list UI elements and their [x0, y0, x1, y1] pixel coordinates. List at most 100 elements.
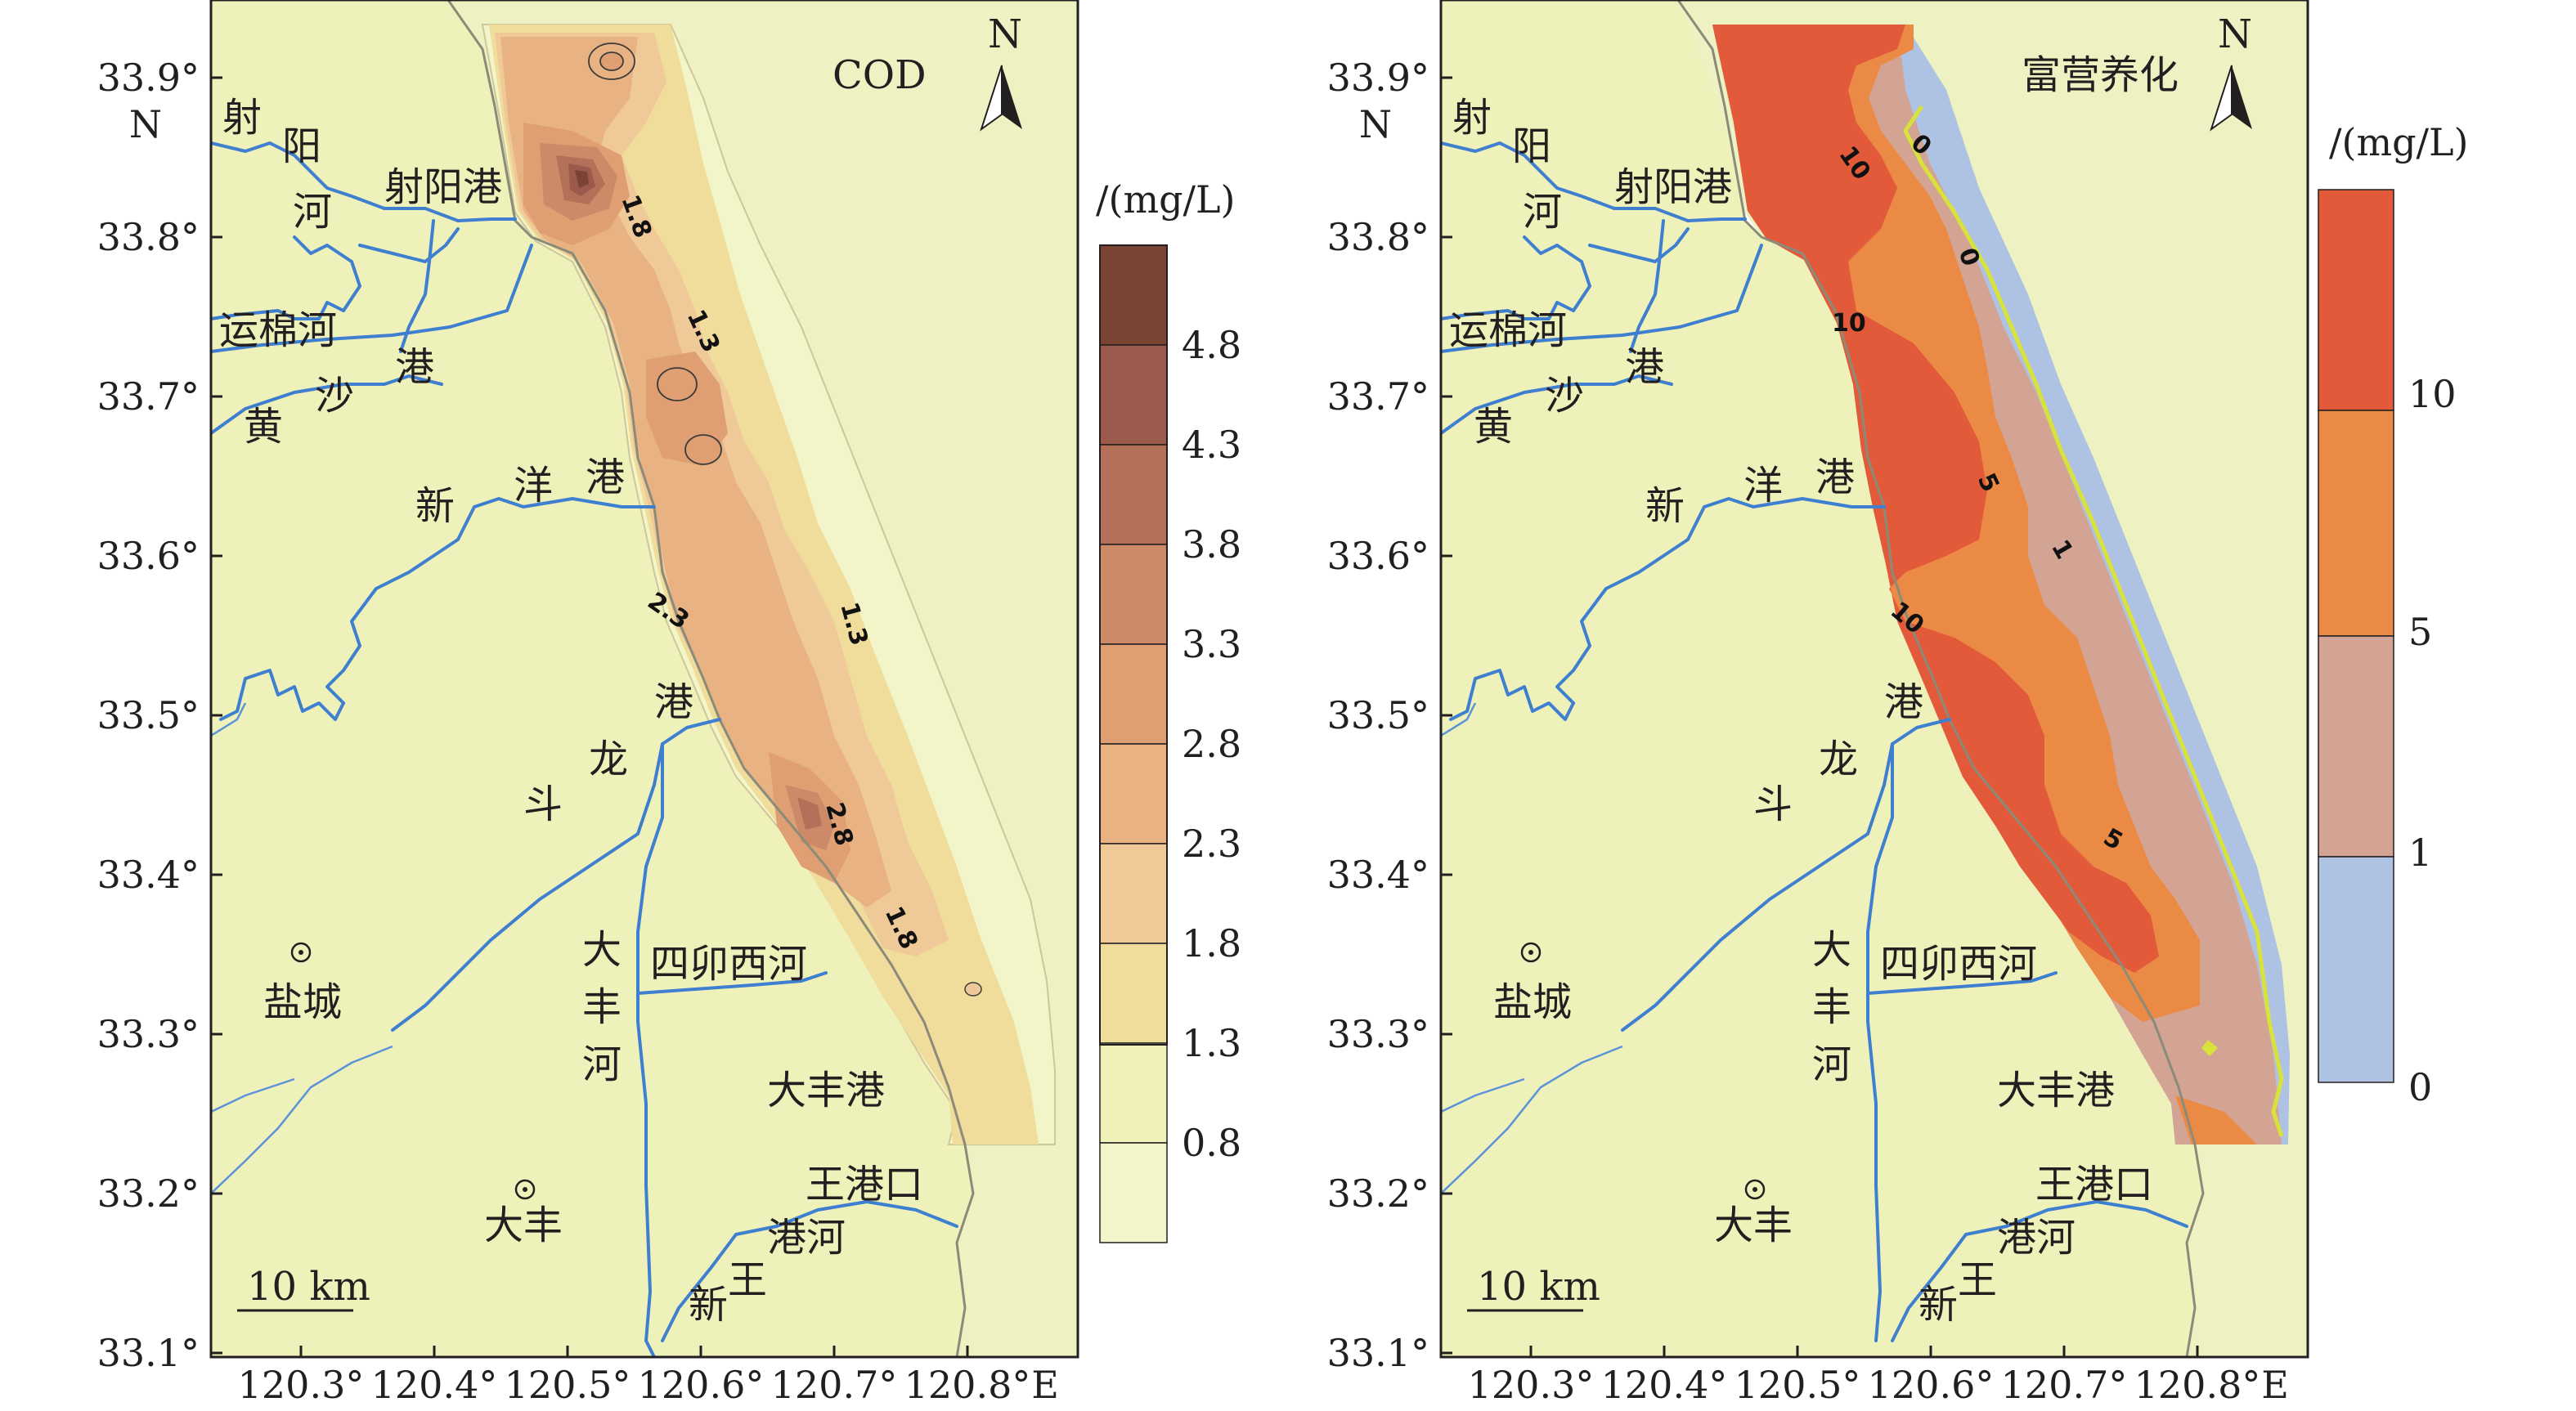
legend-label: 1.3	[1182, 1021, 1241, 1065]
cod-map-panel: 1.8 1.3 1.3 2.3 2.8 1.8 射 阳 河 射阳港 运棉河 黄 …	[209, 0, 1079, 1359]
city-symbol-dafeng	[1752, 1187, 1757, 1192]
legend-unit: /(mg/L)	[2329, 120, 2469, 164]
lat-label: 33.4°	[97, 853, 200, 897]
lon-hemisphere: E	[2261, 1363, 2289, 1407]
lat-label: 33.7°	[1327, 374, 1429, 419]
legend-label: 1.8	[1182, 921, 1241, 965]
place-huangshagang: 港	[395, 344, 434, 390]
place-dafeng-city: 大丰	[1714, 1203, 1793, 1248]
scale-bar-label: 10 km	[247, 1264, 370, 1310]
axes-left-panel: 33.9° 33.8° 33.7° 33.6° 33.5° 33.4° 33.3° 33.2°…	[97, 56, 1059, 1407]
lon-label: 120.5°	[505, 1363, 631, 1407]
legend-colorbar	[2318, 189, 2394, 1083]
legend-label: 0	[2408, 1065, 2432, 1109]
eutro-place-names: 射 阳 河 射阳港 运棉河 黄 沙 港 新 洋 港 港 龙 斗 盐城 大 丰 河…	[1449, 95, 2153, 1328]
legend-swatch	[2318, 189, 2394, 411]
lon-label: 120.5°	[1735, 1363, 1861, 1407]
place-xin: 新	[1919, 1282, 1958, 1328]
lat-label: 33.5°	[1327, 693, 1429, 737]
scale-bar: 10 km	[1467, 1264, 1600, 1312]
cod-zone-3.3	[540, 143, 834, 850]
river-network	[1441, 141, 2188, 1342]
legend-swatch	[1099, 743, 1168, 844]
place-simaoxi-he: 四卯西河	[1880, 941, 2037, 987]
lon-label: 120.3°	[238, 1363, 365, 1407]
place-doulonggang: 斗	[523, 782, 563, 827]
place-doulonggang: 港	[654, 679, 693, 725]
place-dafeng-city: 大丰	[484, 1203, 563, 1248]
city-symbol-dafeng	[1744, 1179, 1766, 1200]
scale-bar-label: 10 km	[1477, 1264, 1600, 1310]
place-xinyanggang: 新	[1645, 483, 1685, 529]
lat-label: 33.3°	[1327, 1012, 1429, 1056]
lat-label: 33.9°	[97, 56, 200, 100]
eutro-contour-labels: 0 0 10 10 5 1 10 5	[1832, 128, 2128, 856]
legend-label: 0.8	[1182, 1121, 1241, 1165]
legend-swatch	[1099, 1142, 1168, 1243]
place-dafeng-he: 丰	[1812, 984, 1851, 1030]
city-symbol-yancheng	[1520, 942, 1542, 963]
lat-label: 33.2°	[97, 1171, 200, 1216]
place-dafeng-he: 河	[582, 1041, 622, 1087]
legend-swatch	[1099, 643, 1168, 745]
lat-label: 33.4°	[1327, 853, 1429, 897]
place-dafeng-port: 大丰港	[767, 1068, 885, 1113]
place-wanggang-kou: 王港口	[806, 1162, 923, 1207]
place-sheyang-he: 射	[1452, 95, 1492, 141]
place-sheyang-he: 河	[1523, 189, 1562, 235]
place-huangshagang: 沙	[1545, 373, 1584, 419]
place-huangshagang: 港	[1625, 344, 1664, 390]
legend-swatch	[1099, 544, 1168, 645]
eutrophication-map-panel: 0 0 10 10 5 1 10 5 射 阳 河 射阳港 运棉河 黄 沙 港 新…	[1439, 0, 2309, 1359]
coastline	[447, 0, 975, 1357]
place-huangshagang: 沙	[315, 373, 354, 419]
land-area	[1441, 0, 2203, 1357]
place-xinyanggang: 港	[1815, 455, 1855, 500]
legend-swatch	[1099, 943, 1168, 1044]
place-sheyang-he: 阳	[1512, 123, 1551, 169]
lat-hemisphere: N	[129, 102, 162, 146]
lat-hemisphere: N	[1359, 102, 1392, 146]
cod-zone-4.8	[575, 170, 589, 188]
lon-label: 120.8°	[904, 1363, 1031, 1407]
legend-label: 2.8	[1182, 722, 1241, 766]
place-doulonggang: 港	[1884, 679, 1923, 725]
cod-zone-small	[657, 367, 698, 401]
place-huangshagang: 黄	[1474, 404, 1513, 450]
legend-swatch	[2318, 856, 2394, 1083]
place-yancheng: 盐城	[1493, 979, 1572, 1025]
legend-swatch	[2318, 410, 2394, 637]
place-dafeng-he: 河	[1812, 1041, 1851, 1087]
place-dafeng-he: 大	[582, 927, 622, 973]
river-network	[211, 141, 958, 1357]
contour-label: 10	[1832, 309, 1866, 338]
lat-label: 33.9°	[1327, 56, 1429, 100]
lon-label: 120.6°	[1868, 1363, 1995, 1407]
coastline	[1676, 0, 2205, 1357]
north-arrow: N	[2210, 11, 2252, 132]
legend-label: 3.3	[1182, 622, 1241, 666]
cod-zone-small	[599, 52, 624, 71]
legend-swatch	[1099, 843, 1168, 944]
city-symbol-yancheng	[298, 950, 303, 955]
legend-frame	[1099, 244, 1168, 1046]
place-wang: 王	[1958, 1257, 1997, 1303]
lon-label: 120.6°	[638, 1363, 765, 1407]
legend-label: 5	[2408, 610, 2432, 654]
eutro-zone-10	[1712, 25, 2159, 973]
place-xin: 新	[689, 1282, 728, 1328]
legend-label: 2.3	[1182, 822, 1241, 866]
eutro-isoline-1	[1903, 105, 2284, 1137]
lat-label: 33.2°	[1327, 1171, 1429, 1216]
lon-label: 120.7°	[771, 1363, 898, 1407]
legend-label: 10	[2408, 372, 2457, 416]
legend-swatch	[1099, 1042, 1168, 1144]
lat-label: 33.1°	[1327, 1331, 1429, 1375]
lat-label: 33.6°	[1327, 534, 1429, 578]
place-huangshagang: 黄	[244, 404, 283, 450]
axes-right-panel: 33.9° 33.8° 33.7° 33.6° 33.5° 33.4° 33.3° 33.2°…	[1327, 56, 2289, 1407]
legend-labels: 4.8 4.3 3.8 3.3 2.8 2.3 1.8 1.3 0.8	[1182, 323, 1241, 1165]
map-frame	[1439, 0, 2309, 1359]
